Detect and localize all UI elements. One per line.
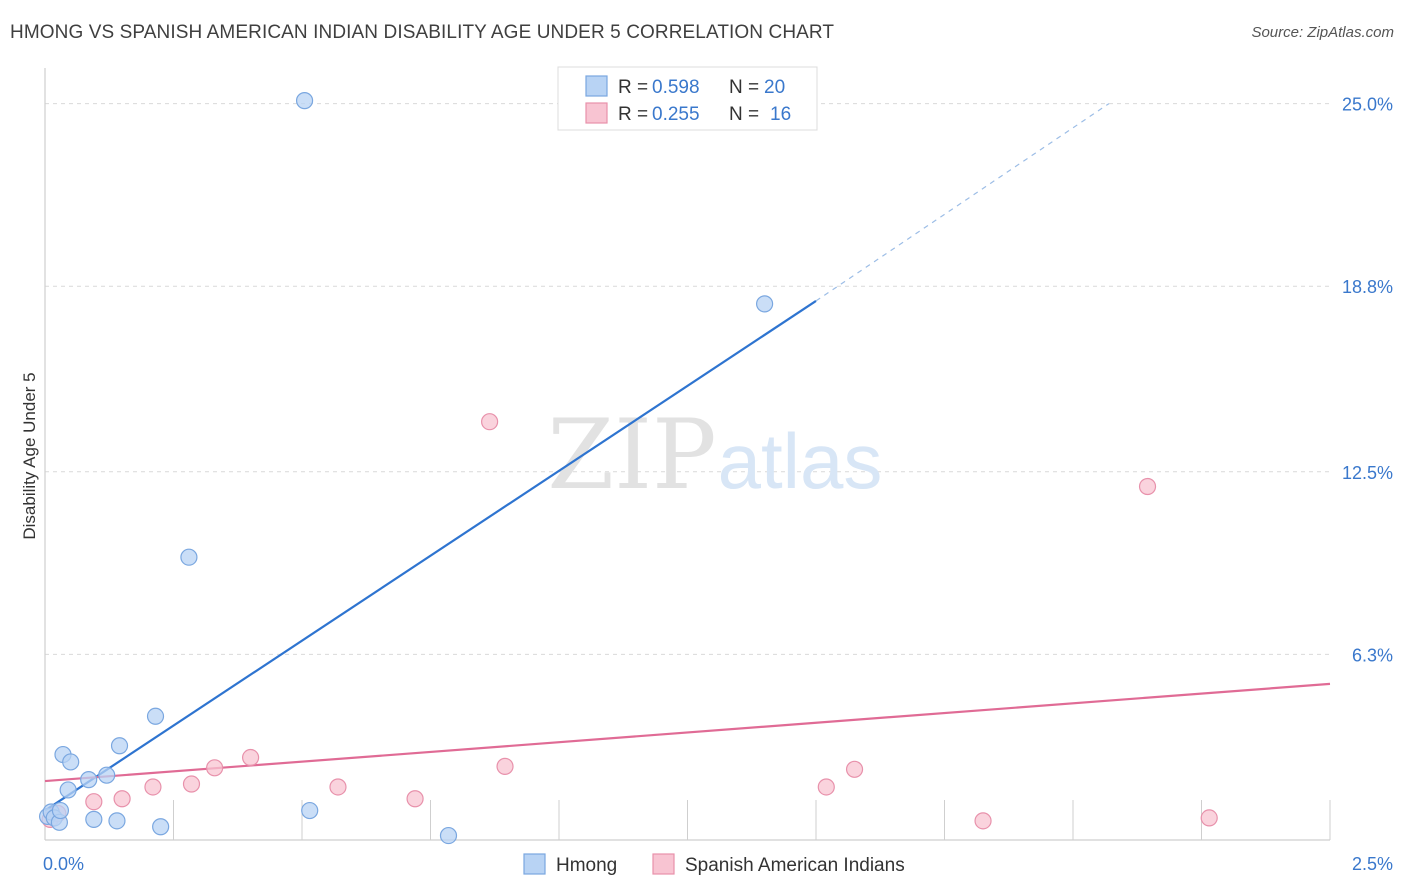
hmong-point [51,801,70,820]
spanish-trend-line [44,682,1331,783]
spanish-point [242,748,260,767]
y-axis-label: Disability Age Under 5 [20,372,39,540]
x-tick-label: 0.0% [43,854,84,874]
spanish-point [85,793,103,811]
legend-hmong-label: Hmong [556,855,617,876]
hmong-point [301,801,319,820]
chart-title: HMONG VS SPANISH AMERICAN INDIAN DISABIL… [10,22,835,43]
hmong-point [108,812,126,830]
spanish-point [845,760,864,778]
y-tick-label: 25.0% [1342,95,1393,115]
legend-hmong-swatch [523,853,546,875]
spanish-n-label: N = [729,104,759,125]
axes [44,68,1331,841]
grid [45,103,1330,655]
hmong-legend-swatch [585,75,608,97]
spanish-r-value: 0.255 [652,104,700,125]
hmong-trend-line [44,300,817,812]
spanish-point [1200,809,1218,827]
y-tick-label: 12.5% [1342,463,1393,483]
spanish-r-label: R = [618,104,648,125]
spanish-point [113,790,131,808]
spanish-point [974,812,992,830]
watermark-atlas: atlas [718,417,883,505]
spanish-point [496,757,514,775]
hmong-point [80,771,98,789]
hmong-trend-extension [815,103,1110,302]
hmong-point [295,92,314,110]
hmong-point [98,766,116,784]
hmong-point [110,737,129,755]
x-tick-label: 2.5% [1352,854,1393,874]
series-legend: Hmong Spanish American Indians [523,853,905,876]
tick-labels: 6.3% 12.5% 18.8% 25.0% 0.0% 2.5% [43,95,1393,874]
watermark-zip: ZIP [547,399,716,511]
spanish-point [1138,477,1157,496]
hmong-n-label: N = [729,77,759,98]
stats-legend: R = 0.598 N = 20 R = 0.255 N = 16 [557,66,818,131]
hmong-r-value: 0.598 [652,77,700,98]
hmong-point [755,295,774,313]
chart-source: Source: ZipAtlas.com [1251,24,1394,41]
spanish-point [329,778,347,796]
hmong-point [439,826,458,845]
hmong-point [152,818,170,836]
hmong-point [85,810,103,828]
hmong-point [59,781,77,799]
hmong-point [62,753,80,771]
spanish-n-value: 16 [770,104,791,125]
data-points [38,92,1218,845]
hmong-point [180,548,198,566]
hmong-r-label: R = [618,77,648,98]
y-tick-label: 6.3% [1352,645,1393,665]
spanish-point [406,790,424,808]
spanish-point [481,413,499,431]
spanish-point [206,759,224,777]
legend-spanish-label: Spanish American Indians [685,855,905,876]
watermark: ZIP atlas [547,399,882,511]
legend-spanish-swatch [652,853,675,875]
spanish-point [817,778,835,796]
spanish-point [144,778,162,796]
spanish-legend-swatch [585,102,608,124]
hmong-n-value: 20 [764,77,785,98]
trend-lines [44,103,1331,812]
y-tick-label: 18.8% [1342,277,1393,297]
hmong-point [146,707,165,725]
spanish-point [182,775,201,793]
